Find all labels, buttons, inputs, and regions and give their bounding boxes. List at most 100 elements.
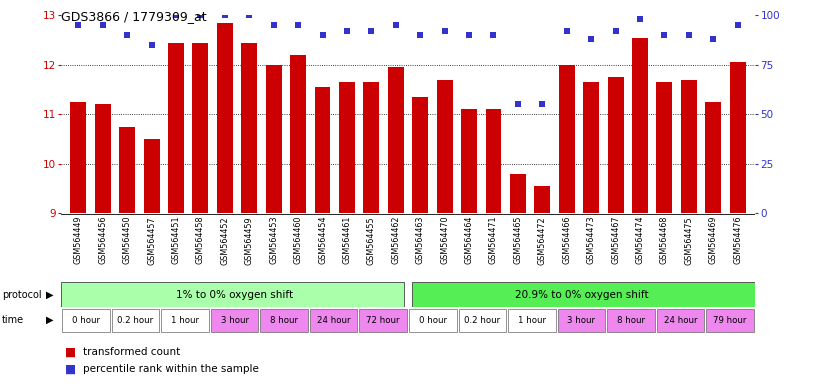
Point	[536, 101, 549, 108]
Bar	[534, 186, 550, 213]
Point	[170, 12, 183, 18]
Bar	[290, 55, 306, 213]
Point	[145, 42, 158, 48]
Text: GSM564468: GSM564468	[660, 216, 669, 264]
Text: GDS3866 / 1779309_at: GDS3866 / 1779309_at	[61, 10, 206, 23]
Bar	[339, 82, 355, 213]
Bar	[583, 82, 599, 213]
Bar	[62, 309, 109, 332]
Text: GSM564474: GSM564474	[636, 216, 645, 265]
Point	[389, 22, 402, 28]
Bar	[119, 127, 135, 213]
Point	[316, 32, 329, 38]
Bar	[211, 309, 259, 332]
Bar	[508, 309, 556, 332]
Bar	[409, 309, 457, 332]
Bar	[217, 23, 233, 213]
Point	[219, 12, 232, 18]
Bar	[61, 282, 404, 307]
Bar	[657, 82, 672, 213]
Text: 0.2 hour: 0.2 hour	[464, 316, 500, 325]
Text: GSM564463: GSM564463	[415, 216, 424, 264]
Text: ▶: ▶	[46, 290, 53, 300]
Text: GSM564459: GSM564459	[245, 216, 254, 265]
Text: GSM564476: GSM564476	[734, 216, 743, 265]
Text: GSM564471: GSM564471	[489, 216, 498, 265]
Bar	[95, 104, 111, 213]
Point	[242, 12, 255, 18]
Text: 79 hour: 79 hour	[713, 316, 747, 325]
Bar	[412, 282, 755, 307]
Bar	[510, 174, 526, 213]
Bar	[144, 139, 159, 213]
Text: 0 hour: 0 hour	[72, 316, 100, 325]
Point	[463, 32, 476, 38]
Text: GSM564475: GSM564475	[685, 216, 694, 265]
Bar	[486, 109, 501, 213]
Bar	[70, 102, 86, 213]
Point	[438, 28, 451, 34]
Bar	[437, 79, 453, 213]
Text: percentile rank within the sample: percentile rank within the sample	[83, 364, 259, 374]
Point	[121, 32, 134, 38]
Point	[72, 22, 85, 28]
Bar	[168, 43, 184, 213]
Bar	[632, 38, 648, 213]
Bar	[388, 67, 404, 213]
Text: GSM564472: GSM564472	[538, 216, 547, 265]
Text: GSM564473: GSM564473	[587, 216, 596, 265]
Text: 24 hour: 24 hour	[663, 316, 697, 325]
Text: GSM564462: GSM564462	[392, 216, 401, 265]
Text: GSM564453: GSM564453	[269, 216, 278, 265]
Bar	[310, 309, 357, 332]
Text: 1% to 0% oxygen shift: 1% to 0% oxygen shift	[176, 290, 293, 300]
Bar	[112, 309, 159, 332]
Text: GSM564458: GSM564458	[196, 216, 205, 265]
Point	[291, 22, 304, 28]
Bar	[459, 309, 506, 332]
Bar	[412, 97, 428, 213]
Bar	[608, 77, 623, 213]
Bar	[363, 82, 379, 213]
Point	[96, 22, 109, 28]
Point	[658, 32, 671, 38]
Text: 72 hour: 72 hour	[366, 316, 400, 325]
Point	[267, 22, 280, 28]
Point	[487, 32, 500, 38]
Point	[682, 32, 695, 38]
Bar	[242, 43, 257, 213]
Text: GSM564454: GSM564454	[318, 216, 327, 265]
Bar	[705, 102, 721, 213]
Point	[365, 28, 378, 34]
Bar	[707, 309, 754, 332]
Text: GSM564469: GSM564469	[709, 216, 718, 265]
Text: ■: ■	[65, 363, 80, 376]
Bar	[557, 309, 605, 332]
Text: 8 hour: 8 hour	[617, 316, 645, 325]
Point	[340, 28, 353, 34]
Point	[731, 22, 744, 28]
Text: GSM564460: GSM564460	[294, 216, 303, 264]
Point	[561, 28, 574, 34]
Text: 24 hour: 24 hour	[317, 316, 350, 325]
Bar	[315, 87, 330, 213]
Text: 3 hour: 3 hour	[220, 316, 249, 325]
Text: 8 hour: 8 hour	[270, 316, 298, 325]
Point	[609, 28, 622, 34]
Bar	[657, 309, 704, 332]
Text: ▶: ▶	[46, 315, 53, 325]
Text: GSM564457: GSM564457	[147, 216, 156, 265]
Text: time: time	[2, 315, 24, 325]
Text: transformed count: transformed count	[83, 347, 180, 357]
Bar	[162, 309, 209, 332]
Bar	[607, 309, 654, 332]
Bar	[359, 309, 407, 332]
Bar	[193, 43, 208, 213]
Text: protocol: protocol	[2, 290, 42, 300]
Point	[512, 101, 525, 108]
Bar	[461, 109, 477, 213]
Point	[584, 36, 597, 42]
Text: GSM564461: GSM564461	[343, 216, 352, 264]
Text: ■: ■	[65, 346, 80, 359]
Point	[707, 36, 720, 42]
